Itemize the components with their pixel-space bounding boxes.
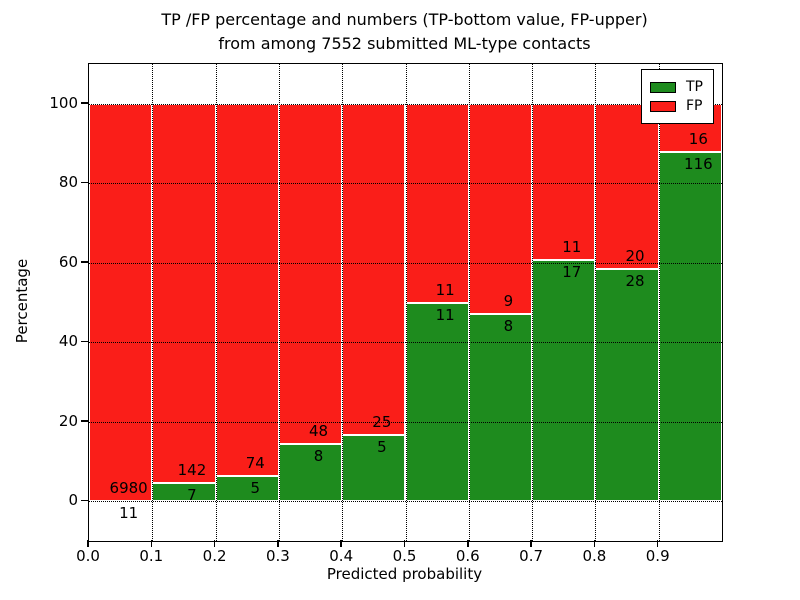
x-tick-mark [530, 540, 532, 547]
fp-count-label: 11 [435, 280, 455, 299]
fp-bar-segment [89, 103, 153, 501]
legend: TP FP [641, 69, 714, 124]
x-tick-label: 0.7 [519, 547, 544, 565]
x-tick-label: 0.0 [76, 547, 100, 565]
fp-count-label: 142 [177, 460, 207, 479]
y-tick-mark [81, 340, 88, 342]
y-tick-mark [81, 102, 88, 104]
tp-bar-segment [532, 259, 596, 502]
fp-legend-swatch [650, 100, 676, 112]
y-tick-mark [81, 499, 88, 501]
tp-legend-swatch [650, 81, 676, 93]
x-tick-mark [277, 540, 279, 547]
fp-count-label: 9 [503, 292, 514, 311]
bars-layer [89, 64, 722, 541]
x-tick-label: 0.8 [582, 547, 607, 565]
x-axis-label: Predicted probability [326, 565, 483, 583]
chart-title-line2: from among 7552 submitted ML-type contac… [218, 34, 591, 53]
x-tick-mark [340, 540, 342, 547]
fp-count-label: 74 [245, 454, 265, 473]
x-tick-label: 0.9 [645, 547, 670, 565]
fp-count-label: 6980 [109, 478, 148, 497]
chart-title-line1: TP /FP percentage and numbers (TP-bottom… [161, 10, 648, 29]
y-tick-label: 20 [58, 411, 78, 430]
x-tick-mark [150, 540, 153, 547]
tp-count-label: 8 [313, 447, 324, 466]
tp-count-label: 17 [562, 262, 582, 281]
y-tick-label: 0 [68, 491, 78, 510]
x-tick-mark [467, 540, 469, 547]
x-tick-label: 0.2 [202, 547, 227, 565]
fp-count-label: 11 [562, 237, 582, 256]
tp-count-label: 8 [503, 317, 514, 336]
y-tick-label: 60 [58, 252, 78, 271]
x-tick-mark [656, 540, 659, 547]
tp-count-label: 116 [684, 154, 713, 173]
y-tick-label: 40 [58, 332, 78, 351]
tp-bar-segment [595, 269, 659, 502]
legend-entry: FP [650, 98, 703, 114]
y-tick-mark [81, 181, 88, 183]
bar-value-labels-layer: 6980 11 142 7 74 5 48 8 25 5 11 11 9 8 11 17 20 28 16 116 [89, 64, 722, 541]
y-tick-mark [81, 261, 88, 263]
tp-count-label: 5 [250, 479, 261, 498]
fp-bar-segment [595, 103, 659, 270]
fp-count-label: 20 [625, 247, 645, 266]
x-tick-label: 0.1 [139, 547, 164, 565]
tp-count-label: 11 [119, 503, 139, 522]
tp-count-label: 5 [377, 437, 387, 456]
legend-label: TP [686, 79, 703, 95]
legend-entry: TP [650, 79, 703, 95]
plot-area: 6980 11 142 7 74 5 48 8 25 5 11 11 9 8 11 17 20 28 16 116 T… [88, 63, 723, 542]
x-tick-label: 0.5 [392, 547, 417, 565]
tp-bar-segment [405, 302, 469, 502]
x-tick-mark [593, 540, 596, 547]
y-tick-label: 100 [49, 93, 78, 112]
x-tick-label: 0.4 [329, 547, 354, 565]
x-tick-mark [213, 540, 216, 547]
fp-bar-segment [342, 103, 406, 435]
x-tick-label: 0.6 [455, 547, 480, 565]
fp-count-label: 16 [688, 129, 708, 148]
legend-label: FP [686, 98, 703, 114]
x-tick-label: 0.3 [265, 547, 290, 565]
y-axis-label: Percentage [13, 258, 31, 344]
x-tick-mark [87, 540, 89, 547]
chart-title: TP /FP percentage and numbers (TP-bottom… [88, 8, 721, 56]
fp-count-label: 48 [309, 422, 329, 441]
tp-bar-segment [658, 151, 722, 502]
fp-count-label: 25 [372, 412, 392, 431]
y-tick-label: 80 [58, 173, 78, 192]
tp-count-label: 28 [625, 272, 645, 291]
y-tick-mark [81, 420, 88, 422]
x-tick-mark [403, 540, 406, 547]
fp-bar-segment [152, 103, 216, 483]
tp-count-label: 11 [435, 305, 455, 324]
tp-count-label: 7 [187, 485, 197, 504]
